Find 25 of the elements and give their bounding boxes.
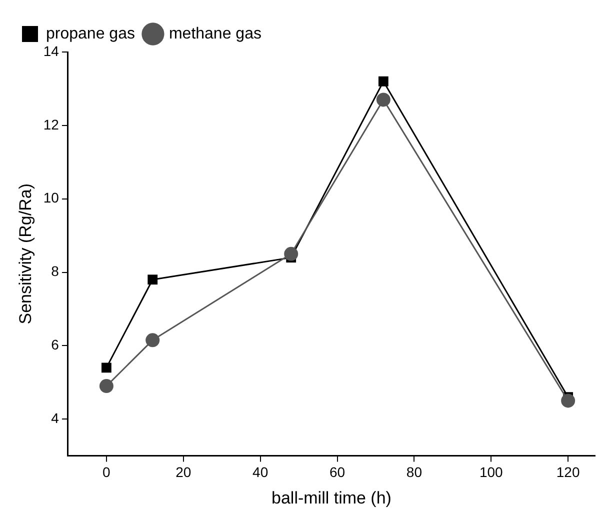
point: [561, 394, 576, 408]
y-tick-label: 14: [43, 42, 60, 59]
point: [378, 76, 388, 86]
x-tick-label: 40: [252, 464, 268, 480]
y-tick-label: 6: [51, 336, 60, 353]
x-tick-label: 100: [479, 464, 504, 480]
point: [148, 274, 158, 285]
x-tick-label: 20: [176, 464, 192, 480]
y-axis-title: Sensitivity (Rg/Ra): [16, 184, 35, 324]
point: [376, 92, 390, 107]
point: [101, 362, 112, 373]
y-tick-label: 8: [51, 263, 60, 280]
point: [284, 246, 298, 261]
x-tick-label: 120: [556, 464, 580, 480]
x-tick-label: 80: [406, 464, 422, 480]
y-tick-label: 4: [51, 410, 60, 426]
point: [146, 333, 160, 348]
x-tick-label: 60: [329, 464, 346, 480]
y-tick-label: 10: [43, 190, 60, 206]
legend-label: propane gas: [46, 25, 135, 42]
y-tick-label: 12: [43, 116, 60, 132]
x-tick-label: 0: [102, 464, 111, 480]
legend-label: methane gas: [168, 25, 262, 42]
x-axis-title: ball-mill time (h): [272, 488, 392, 508]
point: [99, 379, 114, 394]
